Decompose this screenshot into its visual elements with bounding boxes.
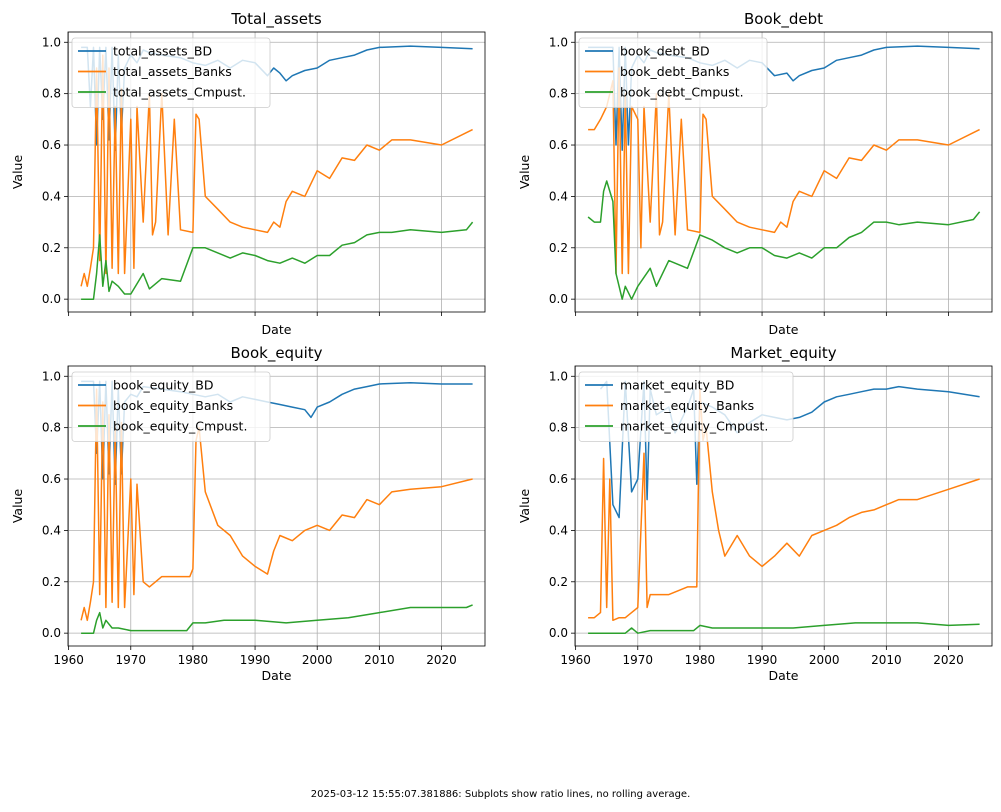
series-line-2 — [81, 221, 474, 300]
legend-label-2: market_equity_Cmpust. — [620, 419, 768, 434]
y-axis-label: Value — [517, 155, 532, 190]
legend-label-2: book_equity_Cmpust. — [113, 419, 247, 434]
legend-box — [578, 37, 768, 108]
y-tick-label-1: 0.2 — [42, 575, 61, 589]
y-tick-label-3: 0.6 — [549, 138, 568, 152]
y-tick-label-4: 0.8 — [549, 421, 568, 435]
axes-frame — [574, 31, 993, 313]
legend: book_equity_BD book_equity_Banks book_equi… — [71, 371, 271, 442]
legend-box — [71, 37, 271, 108]
y-axis-label: Value — [517, 489, 532, 524]
y-tick-label-3: 0.6 — [42, 472, 61, 486]
legend-label-1: book_equity_Banks — [113, 398, 233, 413]
subplot-1: 0.0 0.2 0.4 0.6 0.8 1.0 Book_debt Date Value book… — [517, 10, 993, 337]
x-axis-label: Date — [769, 668, 799, 683]
series-line-2 — [588, 622, 980, 634]
y-tick-label-4: 0.8 — [42, 87, 61, 101]
legend-label-0: total_assets_BD — [113, 44, 212, 59]
axes-frame — [67, 31, 486, 313]
x-tick-label-3: 1990 — [240, 653, 271, 667]
x-tick-label-0: 1960 — [560, 653, 591, 667]
axes-frame — [67, 365, 486, 647]
legend-box — [578, 371, 794, 442]
y-tick-label-0: 0.0 — [549, 626, 568, 640]
legend-label-1: market_equity_Banks — [620, 398, 754, 413]
legend-label-0: book_equity_BD — [113, 378, 214, 393]
footer-note: 2025-03-12 15:55:07.381886: Subplots sho… — [310, 789, 691, 800]
x-tick-label-1: 1970 — [115, 653, 146, 667]
x-axis-label: Date — [262, 668, 292, 683]
x-tick-label-6: 2020 — [933, 653, 964, 667]
series-line-1 — [80, 388, 473, 622]
y-tick-label-5: 1.0 — [42, 369, 61, 383]
x-tick-label-1: 1970 — [622, 653, 653, 667]
series-line-2 — [81, 604, 473, 634]
y-tick-label-2: 0.4 — [42, 523, 61, 537]
series-line-1 — [80, 54, 473, 288]
subplot-title: Book_equity — [230, 344, 322, 363]
subplot-3: 1960 1970 1980 1990 2000 2010 2020 0.0 0.2 0.4 0.6… — [517, 344, 993, 683]
legend-label-0: book_debt_BD — [620, 44, 710, 59]
subplot-title: Market_equity — [730, 344, 836, 363]
legend: book_debt_BD book_debt_Banks book_debt_Cmp… — [578, 37, 768, 108]
x-tick-label-2: 1980 — [685, 653, 716, 667]
axes-frame — [574, 365, 993, 647]
y-tick-label-2: 0.4 — [549, 523, 568, 537]
x-axis-label: Date — [262, 322, 292, 337]
x-tick-label-5: 2010 — [871, 653, 902, 667]
y-tick-label-5: 1.0 — [549, 35, 568, 49]
y-tick-label-1: 0.2 — [549, 575, 568, 589]
x-tick-label-6: 2020 — [426, 653, 457, 667]
subplot-title: Book_debt — [744, 10, 823, 29]
y-axis-label: Value — [10, 155, 25, 190]
subplot-2: 1960 1970 1980 1990 2000 2010 2020 0.0 0.2 0.4 0.6… — [10, 344, 486, 683]
x-tick-label-4: 2000 — [302, 653, 333, 667]
x-tick-label-5: 2010 — [364, 653, 395, 667]
x-tick-label-0: 1960 — [53, 653, 84, 667]
x-tick-label-2: 1980 — [178, 653, 209, 667]
y-tick-label-0: 0.0 — [42, 292, 61, 306]
legend-box — [71, 371, 271, 442]
y-tick-label-0: 0.0 — [549, 292, 568, 306]
series-line-2 — [587, 180, 981, 300]
y-tick-label-5: 1.0 — [549, 369, 568, 383]
y-tick-label-4: 0.8 — [42, 421, 61, 435]
legend: market_equity_BD market_equity_Banksmarke… — [578, 371, 794, 442]
y-tick-label-4: 0.8 — [549, 87, 568, 101]
y-tick-label-3: 0.6 — [42, 138, 61, 152]
y-tick-label-5: 1.0 — [42, 35, 61, 49]
y-tick-label-2: 0.4 — [549, 189, 568, 203]
y-tick-label-1: 0.2 — [42, 241, 61, 255]
y-tick-label-2: 0.4 — [42, 189, 61, 203]
subplot-title: Total_assets — [230, 10, 321, 29]
legend-label-1: book_debt_Banks — [620, 64, 729, 79]
y-axis-label: Value — [10, 489, 25, 524]
y-tick-label-0: 0.0 — [42, 626, 61, 640]
legend-label-2: total_assets_Cmpust. — [113, 85, 246, 100]
series-line-1 — [588, 67, 980, 275]
x-axis-label: Date — [769, 322, 799, 337]
y-tick-label-1: 0.2 — [549, 241, 568, 255]
legend-label-1: total_assets_Banks — [113, 64, 232, 79]
y-tick-label-3: 0.6 — [549, 472, 568, 486]
legend-label-2: book_debt_Cmpust. — [620, 85, 744, 100]
legend-label-0: market_equity_BD — [620, 378, 734, 393]
x-tick-label-3: 1990 — [747, 653, 778, 667]
subplot-0: 0.0 0.2 0.4 0.6 0.8 1.0 Total_assets Date Value t… — [10, 10, 486, 337]
legend: total_assets_BD total_assets_Banks total_a… — [71, 37, 271, 108]
series-line-1 — [588, 388, 980, 622]
x-tick-label-4: 2000 — [809, 653, 840, 667]
